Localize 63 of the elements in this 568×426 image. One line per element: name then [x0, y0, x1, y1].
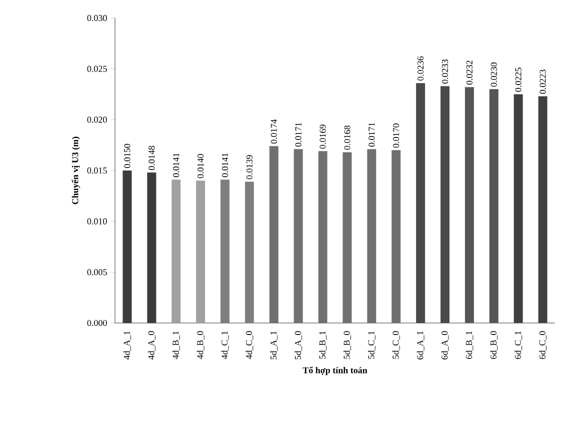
bar — [122, 170, 132, 323]
bar — [220, 180, 230, 323]
bar — [464, 87, 474, 323]
x-tick-label: 5d_A_1 — [270, 331, 278, 360]
x-tick-label: 6d_A_1 — [416, 331, 424, 360]
y-tick-label: 0.025 — [87, 66, 107, 72]
y-tick-label: 0.000 — [87, 320, 107, 326]
data-label: 0.0230 — [490, 62, 497, 87]
bar — [196, 180, 206, 323]
x-tick-label: 5d_B_0 — [344, 331, 351, 359]
y-axis-title: Chuyển vị U3 (m) — [72, 136, 80, 204]
bar — [294, 149, 303, 323]
x-tick-label: 4d_A_0 — [148, 331, 156, 360]
bar — [342, 152, 352, 323]
data-label: 0.0236 — [417, 56, 424, 81]
data-label: 0.0171 — [295, 122, 302, 147]
x-tick-label: 4d_B_0 — [196, 331, 204, 360]
data-label: 0.0170 — [393, 124, 400, 148]
y-tick-label: 0.015 — [87, 167, 107, 174]
bar — [538, 96, 548, 323]
data-label: 0.0141 — [173, 153, 180, 178]
y-tick-label: 0.005 — [87, 269, 107, 276]
data-label: 0.0140 — [197, 154, 204, 178]
x-tick-label: 5d_A_0 — [294, 331, 302, 360]
data-label: 0.0233 — [442, 60, 448, 84]
bar — [514, 94, 523, 323]
y-tick-label: 0.020 — [87, 116, 107, 123]
x-tick-label: 4d_A_1 — [124, 331, 131, 360]
bar — [489, 89, 498, 323]
data-label: 0.0168 — [344, 126, 350, 150]
bar — [440, 86, 450, 323]
x-tick-label: 4d_B_1 — [172, 331, 180, 360]
x-tick-label: 5d_B_1 — [319, 331, 326, 359]
data-label: 0.0223 — [540, 70, 546, 94]
bar — [367, 149, 376, 323]
data-label: 0.0174 — [270, 119, 277, 144]
bar — [172, 180, 181, 323]
x-tick-label: 6d_C_0 — [539, 331, 546, 359]
x-tick-label: 5d_C_1 — [368, 331, 376, 359]
data-label: 0.0150 — [124, 144, 130, 168]
x-tick-label: 6d_B_0 — [490, 331, 498, 359]
x-tick-label: 6d_B_1 — [466, 331, 474, 359]
x-tick-label: 5d_C_0 — [392, 331, 400, 359]
data-label: 0.0169 — [320, 124, 326, 149]
x-axis-title: Tổ hợp tính toán — [302, 366, 368, 376]
data-label: 0.0139 — [246, 155, 252, 180]
x-tick-label: 4d_C_1 — [221, 331, 229, 360]
bar — [269, 146, 278, 323]
data-label: 0.0148 — [148, 146, 155, 170]
bar — [392, 150, 401, 323]
x-tick-label: 6d_C_1 — [514, 331, 522, 359]
data-label: 0.0225 — [515, 68, 522, 92]
x-tick-label: 6d_A_0 — [441, 331, 449, 360]
data-label: 0.0232 — [466, 60, 473, 85]
bar — [416, 83, 426, 323]
y-tick-label: 0.010 — [87, 218, 107, 224]
y-tick-label: 0.030 — [87, 14, 107, 22]
bar — [318, 151, 328, 323]
bar — [244, 182, 254, 323]
x-tick-label: 4d_C_0 — [246, 331, 254, 360]
data-label: 0.0141 — [222, 153, 228, 178]
bar — [147, 172, 156, 323]
data-label: 0.0171 — [368, 122, 375, 147]
